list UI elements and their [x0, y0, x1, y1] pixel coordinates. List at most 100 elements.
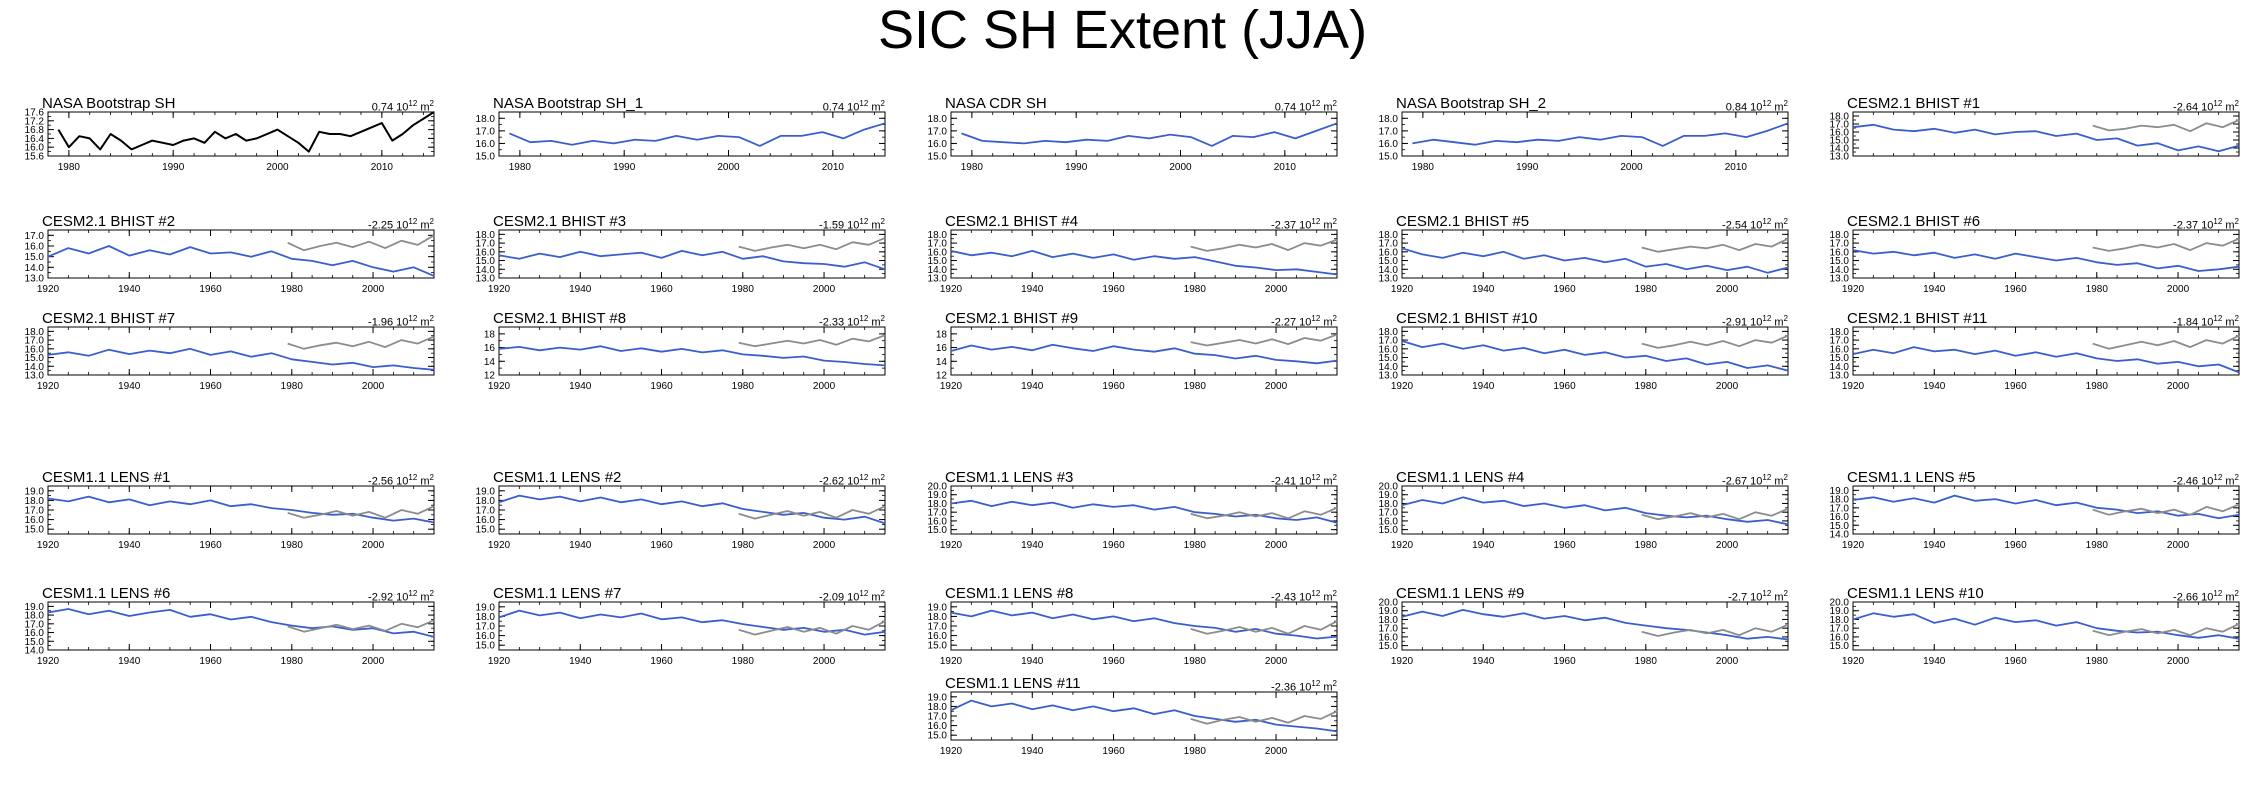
panel-plot: 15.0 16.0 17.018.0 1980 1990 2000 2010: [928, 111, 1338, 173]
x-tick-label: 1920: [940, 746, 963, 757]
x-tick-label: 1940: [1472, 284, 1495, 295]
trend-unit-m: m: [1320, 101, 1333, 114]
panel-title: CESM2.1 BHIST #8: [493, 310, 627, 327]
trend-unit-m-exp: 2: [1332, 679, 1337, 688]
y-tick-label: 16.0: [1379, 516, 1399, 527]
y-tick-label: 16.0: [928, 631, 948, 642]
panel-plot: 15.016.017.018.019.0 1920 1940 1960 1980 2000: [476, 485, 886, 551]
series-line-primary: [1852, 494, 2240, 520]
y-tick-label: 16.0: [1379, 632, 1399, 643]
trend-value: -2.54: [1722, 219, 1748, 232]
x-tick-label: 1920: [488, 381, 511, 392]
y-tick-label: 16.0: [928, 721, 948, 732]
trend-value: -1.84: [2173, 316, 2199, 329]
x-tick-label: 2000: [1620, 162, 1643, 173]
y-tick-label: 13.0: [1830, 152, 1850, 163]
trend-unit-m-exp: 2: [1332, 217, 1337, 226]
x-tick-label: 1940: [1472, 656, 1495, 667]
panel-plot: 13.014.015.016.017.018.0 1920 1940 1960 1980…: [928, 229, 1338, 295]
series-line-observed: [287, 505, 435, 519]
series-line-primary: [57, 111, 435, 153]
y-tick-label: 13.0: [1379, 371, 1399, 382]
panel-trend: -2.92 1012 m2: [368, 587, 434, 605]
series-line-primary: [47, 347, 435, 371]
trend-unit-m-exp: 2: [1332, 314, 1337, 323]
chart-panel: CESM2.1 BHIST #10 -2.91 1012 m2 13.0 14.0 15…: [1354, 311, 1794, 401]
y-tick-label: 17.0: [476, 126, 496, 137]
trend-unit-m-exp: 2: [2234, 473, 2239, 482]
x-tick-label: 1940: [1923, 284, 1946, 295]
y-tick-label: 16.0: [25, 242, 45, 253]
chart-panel: CESM2.1 BHIST #7 -1.96 1012 m2 13.0 14.0 15.…: [0, 311, 440, 401]
x-tick-label: 1980: [1635, 540, 1658, 551]
panel-plot: 12 14 16 18 1920 1940 1960 1980 2000: [484, 326, 886, 392]
y-tick-label: 15.0: [1830, 353, 1850, 364]
y-tick-label: 15.0: [25, 252, 45, 263]
y-tick-label: 18.0: [1379, 114, 1399, 125]
trend-unit-m: m: [417, 475, 430, 488]
trend-unit-m-exp: 2: [429, 217, 434, 226]
trend-unit: 10: [844, 475, 860, 488]
y-tick-label: 16.4: [25, 134, 45, 145]
series-line-observed: [1641, 237, 1789, 253]
y-tick-label: 17.0: [928, 712, 948, 723]
trend-value: -2.92: [368, 591, 394, 604]
series-line-observed: [2092, 237, 2240, 252]
y-tick-label: 20.0: [928, 482, 948, 493]
x-tick-label: 2010: [371, 162, 394, 173]
x-tick-label: 1980: [2086, 540, 2109, 551]
y-tick-label: 14.0: [1379, 265, 1399, 276]
y-tick-label: 17.0: [476, 622, 496, 633]
x-tick-label: 2000: [813, 540, 836, 551]
x-tick-label: 2010: [1725, 162, 1748, 173]
y-tick-label: 17.0: [25, 506, 45, 517]
x-tick-label: 1940: [569, 656, 592, 667]
y-tick-label: 12: [936, 371, 948, 382]
x-tick-label: 1960: [2004, 540, 2027, 551]
y-tick-label: 17.0: [1379, 336, 1399, 347]
panel-trend: -2.64 1012 m2: [2173, 97, 2239, 115]
panel-plot: 13.014.015.016.017.018.0 1920 1940 1960 1980…: [1379, 326, 1789, 392]
x-tick-label: 1920: [1391, 284, 1414, 295]
y-tick-label: 14.0: [25, 263, 45, 274]
y-tick-label: 18.0: [1379, 615, 1399, 626]
panel-trend: -1.96 1012 m2: [368, 312, 434, 330]
x-tick-label: 2000: [2167, 540, 2190, 551]
trend-unit: 10: [1296, 591, 1312, 604]
x-tick-label: 1940: [1923, 540, 1946, 551]
x-tick-label: 1920: [1842, 284, 1865, 295]
trend-unit-exp: 12: [2213, 589, 2223, 598]
trend-value: -2.91: [1722, 316, 1748, 329]
trend-value: -1.96: [368, 316, 394, 329]
series-line-observed: [1641, 334, 1789, 349]
series-line-primary: [1852, 346, 2240, 374]
panel-title: CESM1.1 LENS #4: [1396, 469, 1525, 486]
x-tick-label: 1980: [732, 284, 755, 295]
trend-unit: 10: [1747, 591, 1763, 604]
y-tick-label: 18.0: [476, 496, 496, 507]
trend-unit-exp: 12: [408, 589, 418, 598]
y-tick-label: 16: [936, 343, 948, 354]
panel-trend: 0.74 1012 m2: [372, 97, 434, 115]
x-tick-label: 1920: [488, 540, 511, 551]
trend-value: -1.59: [819, 219, 845, 232]
x-tick-label: 1920: [1391, 381, 1414, 392]
series-line-primary: [950, 499, 1338, 524]
panel-trend: 0.84 1012 m2: [1726, 97, 1788, 115]
x-tick-label: 1920: [1842, 656, 1865, 667]
y-tick-label: 18.0: [25, 611, 45, 622]
y-tick-label: 19.0: [1379, 490, 1399, 501]
panel-title: CESM2.1 BHIST #4: [945, 213, 1079, 230]
x-tick-label: 1940: [118, 381, 141, 392]
y-tick-label: 19.0: [928, 602, 948, 613]
panel-title: NASA Bootstrap SH_1: [493, 95, 644, 112]
x-tick-label: 1980: [281, 381, 304, 392]
x-tick-label: 1980: [509, 162, 532, 173]
trend-value: -2.37: [2173, 219, 2199, 232]
plot-frame: [1401, 326, 1789, 376]
trend-unit-m-exp: 2: [880, 473, 885, 482]
x-tick-label: 1920: [1391, 540, 1414, 551]
y-tick-label: 17.0: [25, 336, 45, 347]
trend-value: -2.67: [1722, 475, 1748, 488]
